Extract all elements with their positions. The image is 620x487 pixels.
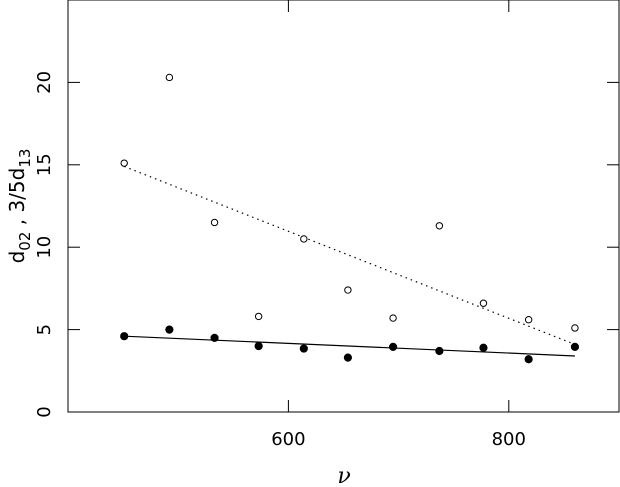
point-filled: [388, 342, 398, 352]
y-axis-label: d02 , 3/5d13: [5, 149, 34, 264]
point-open: [435, 222, 444, 230]
y-tick-label: 15: [34, 153, 55, 176]
y-tick-label: 0: [34, 406, 55, 417]
fit-line-dotted: [123, 165, 576, 345]
point-filled: [570, 342, 580, 352]
y-tick-label: 10: [34, 236, 55, 259]
point-filled: [120, 332, 129, 341]
ticks: 0 5 10 15 20 600 800: [34, 0, 619, 450]
point-open: [524, 316, 533, 324]
x-axis-label: ν: [337, 464, 350, 487]
point-open: [389, 314, 397, 322]
point-open: [344, 286, 352, 294]
x-tick-label: 600: [271, 429, 305, 450]
point-filled: [299, 344, 308, 353]
point-filled: [479, 343, 488, 352]
fit-lines: [123, 165, 576, 357]
point-open: [210, 218, 219, 227]
point-filled: [254, 341, 263, 351]
point-filled: [524, 355, 533, 364]
point-open: [571, 324, 579, 332]
point-open: [254, 312, 263, 321]
point-filled: [210, 333, 219, 342]
point-filled: [435, 346, 444, 356]
x-tick-label: 800: [492, 429, 526, 450]
point-open: [120, 159, 128, 167]
point-open: [479, 299, 488, 307]
point-open: [165, 73, 174, 82]
point-filled: [343, 353, 353, 362]
y-tick-label: 5: [34, 324, 55, 335]
plot-frame: [67, 0, 620, 413]
y-tick-label: 20: [34, 71, 55, 94]
point-filled: [165, 325, 174, 334]
data-points: [120, 73, 580, 364]
fit-line-solid: [124, 335, 575, 357]
point-open: [300, 235, 308, 243]
